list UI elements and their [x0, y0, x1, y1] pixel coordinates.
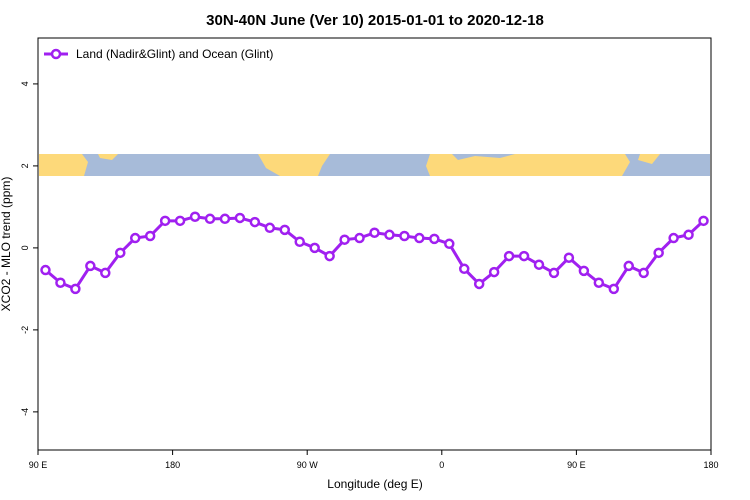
point: [204, 213, 216, 225]
y-axis-label: XCO2 - MLO trend (ppm): [0, 177, 13, 312]
plot-frame: [37, 37, 712, 451]
point: [309, 242, 320, 254]
point: [683, 229, 694, 241]
point: [55, 277, 66, 288]
point: [354, 232, 365, 244]
point: [189, 211, 201, 222]
point: [100, 267, 111, 279]
point: [578, 265, 590, 277]
point: [623, 260, 634, 272]
x-tick-label: 180: [165, 460, 180, 470]
point: [414, 232, 425, 244]
x-axis-label: Longitude (deg E): [327, 477, 422, 491]
point: [444, 238, 455, 250]
chart-title: 30N-40N June (Ver 10) 2015-01-01 to 2020…: [206, 12, 544, 29]
point: [264, 222, 276, 234]
point: [249, 216, 261, 228]
point: [369, 227, 380, 238]
point: [593, 277, 605, 288]
point: [638, 267, 649, 279]
point: [399, 230, 410, 242]
point: [608, 283, 620, 295]
y-tick-label: 2: [20, 163, 30, 168]
point: [129, 232, 141, 244]
point: [548, 267, 560, 279]
point: [324, 250, 335, 262]
point: [40, 264, 51, 276]
point: [563, 252, 575, 263]
point: [279, 224, 291, 236]
x-tick-label: 0: [439, 460, 444, 470]
point: [115, 247, 126, 259]
point: [533, 259, 545, 270]
point: [294, 236, 305, 247]
x-tick-label: 180: [703, 460, 718, 470]
point: [174, 215, 186, 227]
map-strip: [39, 154, 710, 176]
point: [473, 278, 485, 290]
legend-marker: [50, 48, 62, 60]
point: [488, 266, 500, 278]
point: [458, 263, 470, 275]
y-tick-label: -4: [20, 408, 30, 416]
point: [85, 260, 96, 272]
point: [698, 215, 709, 227]
legend: Land (Nadir&Glint) and Ocean (Glint): [44, 47, 273, 61]
point: [668, 232, 679, 244]
point: [653, 247, 664, 259]
y-tick-label: 0: [20, 245, 30, 250]
point: [518, 250, 530, 262]
point: [339, 234, 350, 245]
point: [503, 250, 515, 262]
x-tick-label: 90 W: [297, 460, 319, 470]
point: [159, 215, 171, 227]
point: [219, 213, 231, 225]
y-tick-label: 4: [20, 81, 30, 86]
point: [429, 233, 440, 245]
x-tick-label: 90 E: [567, 460, 586, 470]
point: [144, 230, 156, 242]
x-tick-label: 90 E: [29, 460, 48, 470]
legend-label: Land (Nadir&Glint) and Ocean (Glint): [76, 47, 273, 61]
point: [384, 229, 395, 241]
point: [234, 212, 246, 224]
y-tick-label: -2: [20, 326, 30, 334]
point: [70, 283, 81, 295]
